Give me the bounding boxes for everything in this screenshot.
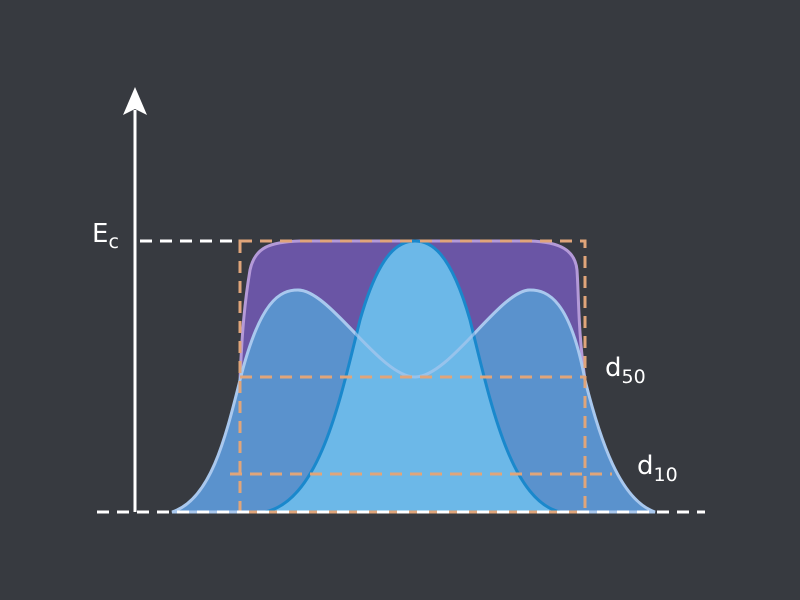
- ec-label: Ec: [92, 219, 119, 253]
- ec-main: E: [92, 219, 108, 249]
- d50-sub: 50: [622, 366, 646, 388]
- d50-label: d50: [605, 353, 646, 388]
- d50-main: d: [605, 353, 622, 383]
- axis-arrow: [123, 87, 147, 115]
- hump-overlay: [297, 288, 531, 379]
- d10-sub: 10: [654, 464, 678, 486]
- ec-sub: c: [108, 231, 118, 253]
- d10-main: d: [637, 451, 654, 481]
- d10-label: d10: [637, 451, 678, 486]
